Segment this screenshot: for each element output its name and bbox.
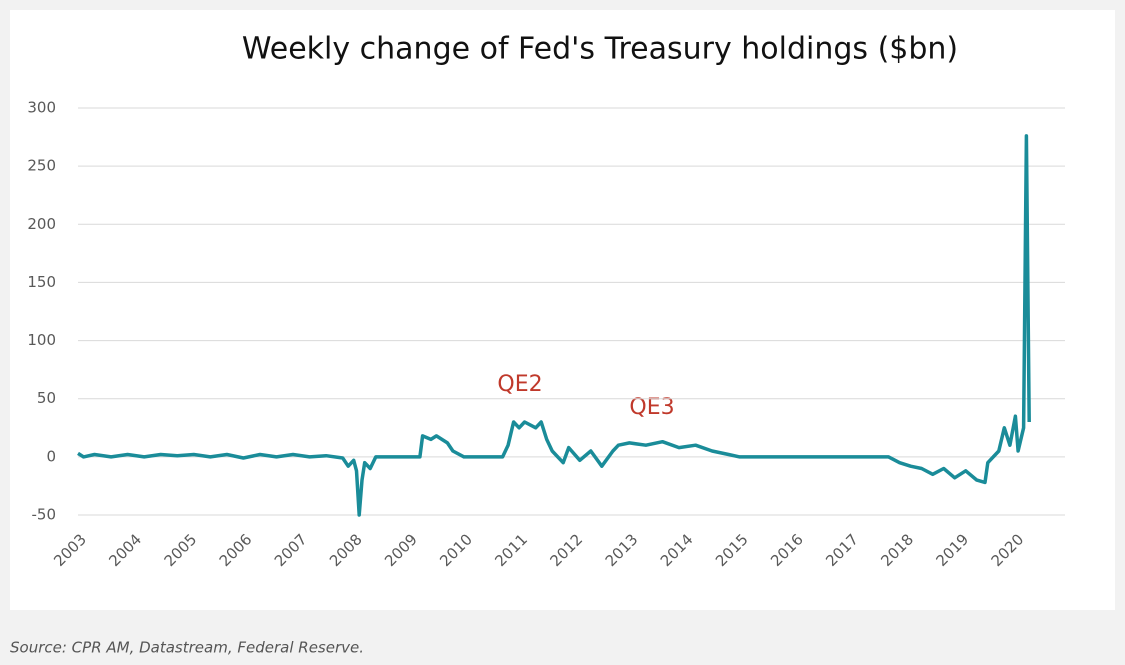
data-line: [77, 134, 1031, 517]
y-tick-label: 0: [46, 447, 56, 465]
y-tick-label: 100: [27, 331, 56, 349]
y-tick-label: 300: [27, 99, 56, 117]
y-tick-label: 50: [37, 389, 56, 407]
chart-title: Weekly change of Fed's Treasury holdings…: [242, 32, 958, 67]
y-tick-label: -50: [32, 506, 57, 524]
y-tick-label: 250: [27, 157, 56, 175]
chart-area: [10, 10, 1115, 610]
y-tick-label: 150: [27, 273, 56, 291]
source-note: Source: CPR AM, Datastream, Federal Rese…: [10, 639, 364, 657]
y-tick-label: 200: [27, 215, 56, 233]
annotation: QE2: [497, 372, 542, 397]
